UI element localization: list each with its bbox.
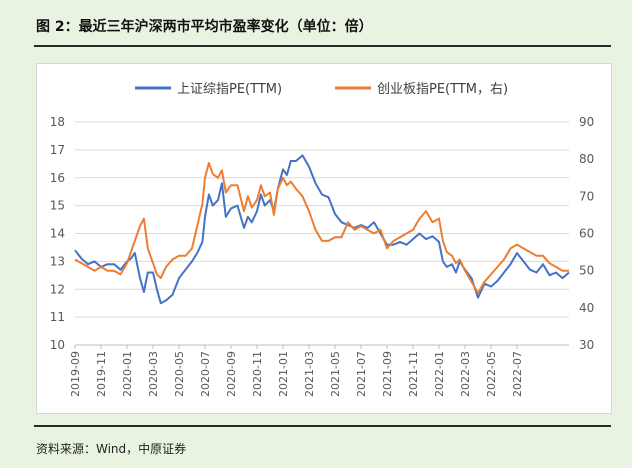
y-right-tick-label: 50 [579,264,594,278]
x-tick-label: 2020-01 [121,351,134,397]
y-left-tick-label: 15 [50,199,65,213]
y-left-tick-label: 10 [50,338,65,352]
y-right-tick-label: 60 [579,227,594,241]
y-right-tick-label: 90 [579,115,594,129]
y-left-tick-label: 13 [50,254,65,268]
bottom-rule [34,425,611,427]
x-tick-label: 2020-07 [199,351,212,397]
y-left-tick-label: 14 [50,227,65,241]
series-lines [74,154,570,305]
y-right-tick-label: 30 [579,338,594,352]
top-rule [34,45,611,47]
legend-label-shanghai: 上证综指PE(TTM) [177,82,282,97]
line-chart: 10 11 12 13 14 15 16 17 18 30 40 50 60 70 80 90 2019-09 2… [50,82,595,397]
y-left-tick-label: 17 [50,143,65,157]
y-left-tick-label: 18 [50,115,65,129]
x-tick-label: 2022-05 [485,351,498,397]
figure-title: 图 2：最近三年沪深两市平均市盈率变化（单位：倍） [36,19,373,35]
x-tick-label: 2020-03 [147,351,160,397]
legend-label-chinext: 创业板指PE(TTM，右) [377,82,508,97]
y-left-tick-label: 12 [50,282,65,296]
x-tick-label: 2019-11 [95,351,108,397]
x-tick-label: 2022-07 [511,351,524,397]
source-note: 资料来源：Wind，中原证券 [36,442,187,456]
chart-panel: 10 11 12 13 14 15 16 17 18 30 40 50 60 70 80 90 2019-09 2… [36,63,612,414]
legend: 上证综指PE(TTM) 创业板指PE(TTM，右) [135,82,508,97]
x-tick-label: 2021-05 [329,351,342,397]
x-tick-label: 2021-11 [407,351,420,397]
series-line-chinext-pe [74,161,569,294]
x-tick-label: 2020-09 [225,351,238,397]
x-tick-label: 2021-03 [303,351,316,397]
x-tick-label: 2021-09 [381,351,394,397]
x-tick-label: 2021-07 [355,351,368,397]
x-tick-label: 2019-09 [69,351,82,397]
x-tick-label: 2022-03 [459,351,472,397]
y-left-tick-label: 11 [50,310,65,324]
x-tick-label: 2022-01 [433,351,446,397]
y-right-tick-label: 40 [579,301,594,315]
gridlines [75,121,569,346]
x-tick-label: 2021-01 [277,351,290,397]
y-right-tick-label: 80 [579,152,594,166]
axes: 10 11 12 13 14 15 16 17 18 30 40 50 60 70 80 90 2019-09 2… [50,115,595,397]
x-tick-label: 2020-11 [251,351,264,397]
y-right-tick-label: 70 [579,189,594,203]
y-left-tick-label: 16 [50,171,65,185]
x-tick-label: 2020-05 [173,351,186,397]
